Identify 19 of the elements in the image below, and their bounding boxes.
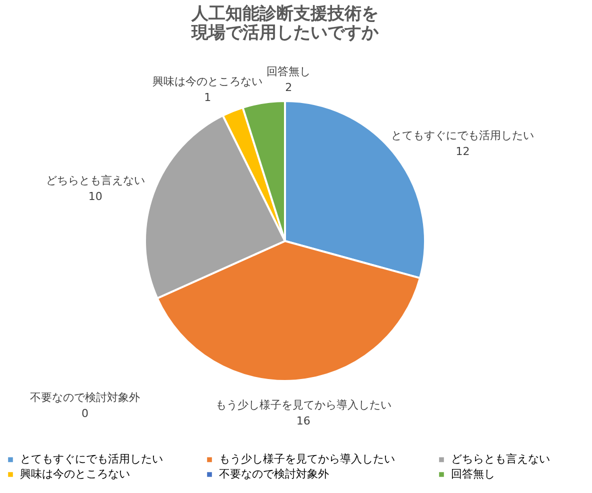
legend-label: どちらとも言えない [451, 452, 550, 466]
legend-label: 興味は今のところない [20, 468, 130, 480]
data-label: 10 [88, 190, 102, 204]
legend-label: 不要なので検討対象外 [219, 468, 329, 480]
data-label: 12 [456, 145, 470, 158]
text: 0 [82, 407, 88, 420]
slice-label: もう少し様子を見てから導入したい [215, 398, 392, 412]
chart-title: 人工知能診断支援技術を現場で活用したいですか [190, 4, 380, 43]
legend-label: もう少し様子を見てから導入したい [219, 452, 395, 466]
legend-label: 回答無し [451, 468, 495, 480]
slice-label: とてもすぐにでも活用したい [391, 129, 534, 142]
data-label: 1 [204, 91, 212, 104]
slice-label: 回答無し [266, 64, 311, 78]
data-label: 16 [296, 414, 310, 428]
data-label: 2 [285, 80, 292, 94]
slice-label: どちらとも言えない [46, 174, 145, 188]
slice-label: 興味は今のところない [152, 75, 263, 88]
legend-label: とてもすぐにでも活用したい [20, 452, 163, 466]
category-label: 不要なので検討対象外 [30, 391, 140, 404]
